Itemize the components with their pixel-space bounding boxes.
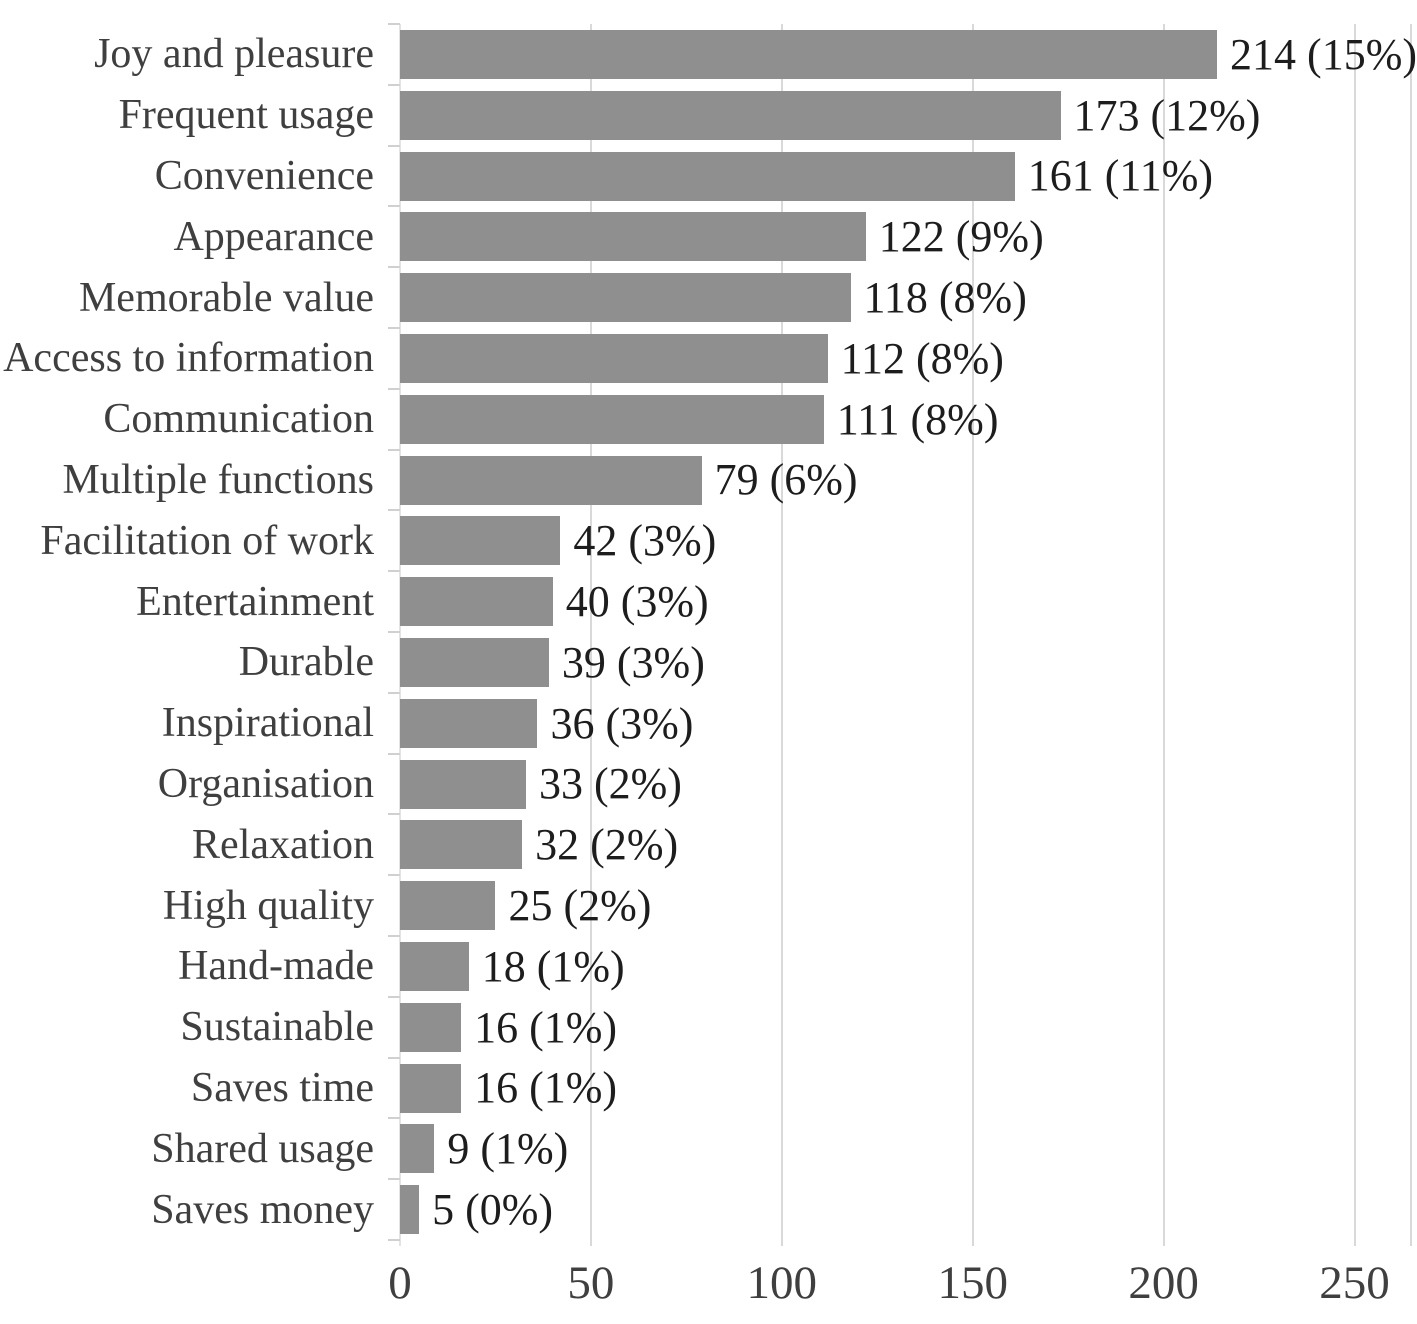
bar (400, 881, 496, 931)
category-label: Sustainable (180, 1004, 374, 1051)
bar (400, 820, 523, 870)
value-label: 79 (6%) (714, 455, 858, 505)
category-label: Convenience (154, 152, 374, 199)
category-label: Relaxation (192, 821, 374, 868)
category-axis-tick (388, 1239, 400, 1241)
category-axis-tick (388, 327, 400, 329)
category-axis-tick (388, 874, 400, 877)
x-axis-tick-label: 150 (937, 1257, 1008, 1309)
bar (400, 1063, 462, 1113)
bar (400, 942, 469, 991)
bar (400, 698, 538, 748)
category-axis-tick (388, 83, 400, 86)
gridline (1353, 24, 1356, 1246)
category-axis-tick (388, 1117, 400, 1120)
category-label: Durable (238, 639, 374, 686)
x-axis-tick-label: 50 (567, 1257, 615, 1309)
value-label: 16 (1%) (474, 1063, 618, 1113)
category-axis-tick (388, 935, 400, 937)
category-axis-tick (388, 23, 400, 25)
x-axis-tick-label: 100 (746, 1257, 818, 1309)
value-label: 32 (2%) (535, 820, 679, 870)
category-axis-tick (388, 752, 400, 755)
value-label: 122 (9%) (878, 212, 1044, 262)
bar (400, 30, 1218, 79)
category-label: Saves money (151, 1186, 374, 1233)
category-label: Shared usage (151, 1125, 374, 1172)
category-label: Multiple functions (62, 456, 374, 503)
plot-right-border (1410, 24, 1412, 1246)
x-axis-tick-label: 0 (388, 1257, 412, 1309)
value-label: 36 (3%) (550, 698, 694, 748)
bar (400, 516, 561, 566)
gridline (589, 24, 592, 1246)
bar (400, 212, 866, 262)
category-axis-tick (388, 631, 400, 633)
category-axis-tick (388, 144, 400, 147)
x-axis-tick-label: 200 (1128, 1257, 1199, 1309)
category-label: Frequent usage (118, 92, 374, 139)
gridline (1162, 24, 1165, 1246)
bar (400, 577, 553, 627)
category-label: Saves time (190, 1064, 374, 1111)
category-axis-tick (388, 387, 400, 390)
bar (400, 394, 824, 444)
category-axis-tick (388, 570, 400, 573)
bar (400, 273, 851, 323)
bar (400, 1124, 435, 1174)
value-label: 5 (0%) (432, 1185, 554, 1235)
category-axis-tick (388, 995, 400, 998)
bar (400, 638, 549, 687)
value-label: 40 (3%) (565, 577, 709, 627)
bar (400, 334, 828, 383)
x-axis-tick-label: 250 (1319, 1257, 1390, 1309)
value-label: 25 (2%) (508, 881, 652, 931)
category-label: Hand-made (178, 943, 374, 990)
value-label: 9 (1%) (447, 1124, 569, 1174)
gridline (780, 24, 783, 1246)
gridline (971, 24, 974, 1246)
value-label: 161 (11%) (1027, 151, 1214, 201)
category-label: Memorable value (78, 274, 374, 321)
value-label: 214 (15%) (1230, 29, 1417, 79)
category-axis-tick (388, 691, 400, 694)
value-label: 173 (12%) (1073, 90, 1261, 140)
bar (400, 759, 526, 809)
category-label: Inspirational (161, 700, 374, 747)
value-label: 118 (8%) (863, 273, 1027, 323)
value-label: 39 (3%) (561, 637, 705, 687)
category-label: Joy and pleasure (94, 31, 374, 78)
category-axis-tick (388, 813, 400, 816)
value-label: 33 (2%) (538, 759, 682, 809)
bar (400, 1185, 420, 1235)
bar (400, 1002, 462, 1052)
category-axis-tick (388, 266, 400, 269)
category-axis-tick (388, 1178, 400, 1181)
category-label: High quality (162, 882, 374, 929)
category-label: Access to information (3, 335, 374, 382)
category-label: Facilitation of work (40, 517, 374, 564)
bar (400, 151, 1015, 201)
value-label: 112 (8%) (840, 333, 1004, 383)
category-axis-tick (388, 1056, 400, 1059)
value-label: 42 (3%) (573, 516, 717, 566)
y-axis-line (399, 24, 401, 1246)
value-label: 18 (1%) (481, 941, 625, 991)
category-axis-tick (388, 448, 400, 451)
bar (400, 455, 702, 505)
category-label: Appearance (173, 213, 374, 260)
bar (400, 90, 1061, 140)
category-label: Entertainment (136, 578, 374, 625)
value-label: 111 (8%) (836, 394, 999, 444)
category-axis-tick (388, 205, 400, 208)
category-label: Organisation (157, 760, 374, 807)
category-axis-tick (388, 509, 400, 512)
value-label: 16 (1%) (474, 1002, 618, 1052)
category-label: Communication (103, 396, 374, 443)
